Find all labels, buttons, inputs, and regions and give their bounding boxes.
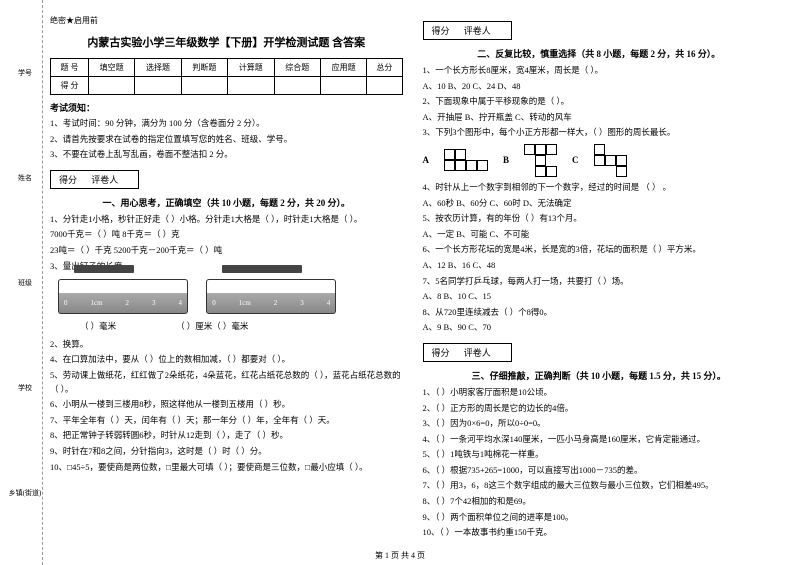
question: 2、下面现象中属于平移现象的是（ ）。 [423, 95, 776, 109]
options: A、12 B、16 C、48 [423, 259, 776, 273]
shape-b [524, 144, 557, 177]
question: 10、□45÷5，要使商是两位数，□里最大可填（ ）；要使商是三位数，□最小应填… [50, 461, 403, 475]
score-box: 得分 评卷人 [50, 170, 139, 189]
question: 6、小明从一楼到三楼用8秒，照这样他从一楼到五楼用（ ）秒。 [50, 398, 403, 412]
question: 9、（ ）两个面积单位之间的进率是100。 [423, 511, 776, 525]
section2-title: 二、反复比较，慎重选择（共 8 小题，每题 2 分，共 16 分）。 [423, 47, 776, 60]
notice-item: 2、请首先按要求在试卷的指定位置填写您的姓名、班级、学号。 [50, 133, 403, 147]
cell: 判断题 [181, 59, 227, 77]
right-column: 得分 评卷人 二、反复比较，慎重选择（共 8 小题，每题 2 分，共 16 分）… [423, 15, 776, 542]
grader-label: 评卷人 [91, 175, 118, 185]
question: 5、（ ）1吨铁与1吨棉花一样重。 [423, 448, 776, 462]
question: 3、下列3个图形中，每个小正方形都一样大，（ ）图形的周长最长。 [423, 126, 776, 140]
notice-item: 3、不要在试卷上乱写乱画，卷面不整洁扣 2 分。 [50, 148, 403, 162]
notice-item: 1、考试时间：90 分钟，满分为 100 分（含卷面分 2 分）。 [50, 117, 403, 131]
cell[interactable] [88, 77, 134, 95]
shape-b-label: B [503, 155, 509, 165]
ruler-1: 01cm234 [58, 279, 188, 314]
question: 7000千克＝（ ）吨 8千克＝（ ）克 [50, 228, 403, 242]
question: 4、时针从上一个数字到相邻的下一个数字，经过的时间是 （ ） 。 [423, 181, 776, 195]
score-label: 得分 [432, 26, 450, 36]
cell[interactable] [181, 77, 227, 95]
question: 2、换算。 [50, 338, 403, 352]
question: 10、（ ）一本故事书约重150千克。 [423, 526, 776, 540]
binding-sidebar: 学号 姓名 班级 学校 乡镇(街道) [8, 0, 43, 565]
cell: 综合题 [274, 59, 320, 77]
cell[interactable] [274, 77, 320, 95]
question: 1、一个长方形长8厘米，宽4厘米，周长是（ ）。 [423, 64, 776, 78]
question: 1、分针走1小格，秒针正好走（ ）小格。分针走1大格是（ ），时针走1大格是（ … [50, 213, 403, 227]
question: 6、一个长方形花坛的宽是4米，长是宽的3倍，花坛的面积是（ ）平方米。 [423, 243, 776, 257]
question: 4、在口算加法中，要从（ ）位上的数相加减，（ ）都要对（ ）。 [50, 353, 403, 367]
section1-title: 一、用心思考，正确填空（共 10 小题，每题 2 分，共 20 分）。 [50, 196, 403, 209]
section3-title: 三、仔细推敲，正确判断（共 10 小题，每题 1.5 分，共 15 分）。 [423, 369, 776, 382]
shape-c [594, 144, 627, 177]
score-box: 得分 评卷人 [423, 21, 512, 40]
question: 7、5名同学打乒乓球，每两人打一场，共要打（ ）场。 [423, 275, 776, 289]
question: 1、（ ）小明家客厅面积是10公顷。 [423, 386, 776, 400]
cell: 选择题 [135, 59, 181, 77]
shape-a [444, 149, 488, 171]
notice-list: 1、考试时间：90 分钟，满分为 100 分（含卷面分 2 分）。 2、请首先按… [50, 117, 403, 162]
secret-header: 绝密★启用前 [50, 15, 403, 26]
question: 4、（ ）一条河平均水深140厘米，一匹小马身高是160厘米，它肯定能通过。 [423, 433, 776, 447]
cell: 计算题 [228, 59, 274, 77]
page-footer: 第 1 页 共 4 页 [0, 550, 800, 561]
shape-c-label: C [572, 155, 579, 165]
exam-title: 内蒙古实验小学三年级数学【下册】开学检测试题 含答案 [50, 34, 403, 50]
question: 23吨＝（ ）千克 5200千克－200千克＝（ ）吨 [50, 244, 403, 258]
ruler-row: 01cm234 01cm234 [50, 275, 403, 318]
grader-label: 评卷人 [464, 348, 491, 358]
question: 6、（ ）根据735+265=1000，可以直接写出1000－735的差。 [423, 464, 776, 478]
score-box: 得分 评卷人 [423, 343, 512, 362]
question: 7、平年全年有（ ）天，闰年有（ ）天；那一年分（ ）年，全年有（ ）天。 [50, 414, 403, 428]
grader-label: 评卷人 [464, 26, 491, 36]
cell[interactable] [320, 77, 366, 95]
score-label: 得分 [432, 348, 450, 358]
table-row: 得 分 [51, 77, 403, 95]
cell[interactable] [135, 77, 181, 95]
question: 9、时针在7和8之间，分针指向3，这时是（ ）时（ ）分。 [50, 445, 403, 459]
side-label: 乡镇(街道) [9, 488, 42, 498]
cell: 总分 [367, 59, 402, 77]
answer-blank: （ ）毫米 [80, 320, 116, 334]
options: A、60秒 B、60分 C、60时 D、无法确定 [423, 197, 776, 211]
left-column: 绝密★启用前 内蒙古实验小学三年级数学【下册】开学检测试题 含答案 题 号 填空… [50, 15, 403, 542]
score-label: 得分 [59, 175, 77, 185]
question: 3、（ ）因为0×6=0，所以0÷0=0。 [423, 417, 776, 431]
side-label: 姓名 [18, 173, 32, 183]
question: 8、从720里连续减去（ ）个8得0。 [423, 306, 776, 320]
cell: 题 号 [51, 59, 89, 77]
side-label: 班级 [18, 278, 32, 288]
side-label: 学号 [18, 68, 32, 78]
ruler-answers: （ ）毫米 （ ）厘米（ ）毫米 [50, 318, 403, 336]
table-row: 题 号 填空题 选择题 判断题 计算题 综合题 应用题 总分 [51, 59, 403, 77]
shape-options: A B C [423, 144, 776, 177]
cell: 应用题 [320, 59, 366, 77]
ruler-2: 01cm234 [206, 279, 336, 314]
cell: 填空题 [88, 59, 134, 77]
options: A、8 B、10 C、15 [423, 290, 776, 304]
options: A、开抽屉 B、拧开瓶盖 C、转动的风车 [423, 111, 776, 125]
page-container: 绝密★启用前 内蒙古实验小学三年级数学【下册】开学检测试题 含答案 题 号 填空… [0, 0, 800, 552]
side-label: 学校 [18, 383, 32, 393]
question: 5、按农历计算，有的年份（ ）有13个月。 [423, 212, 776, 226]
shape-a-label: A [423, 155, 430, 165]
question: 2、（ ）正方形的周长是它的边长的4倍。 [423, 402, 776, 416]
question: 5、劳动课上做纸花，红红做了2朵纸花，4朵蓝花，红花占纸花总数的（ ），蓝花占纸… [50, 369, 403, 396]
question: 8、（ ）7个42相加的和是69。 [423, 495, 776, 509]
score-table: 题 号 填空题 选择题 判断题 计算题 综合题 应用题 总分 得 分 [50, 58, 403, 95]
cell[interactable] [367, 77, 402, 95]
options: A、一定 B、可能 C、不可能 [423, 228, 776, 242]
options: A、9 B、90 C、70 [423, 321, 776, 335]
question: 8、把正常钟子转弱转圆6秒，时针从12走到（ ），走了（ ）秒。 [50, 429, 403, 443]
options: A、10 B、20 C、24 D、48 [423, 80, 776, 94]
cell[interactable] [228, 77, 274, 95]
cell: 得 分 [51, 77, 89, 95]
notice-title: 考试须知： [50, 101, 403, 114]
question: 7、（ ）用3，6，8这三个数字组成的最大三位数与最小三位数，它们相差495。 [423, 479, 776, 493]
answer-blank: （ ）厘米（ ）毫米 [176, 320, 248, 334]
